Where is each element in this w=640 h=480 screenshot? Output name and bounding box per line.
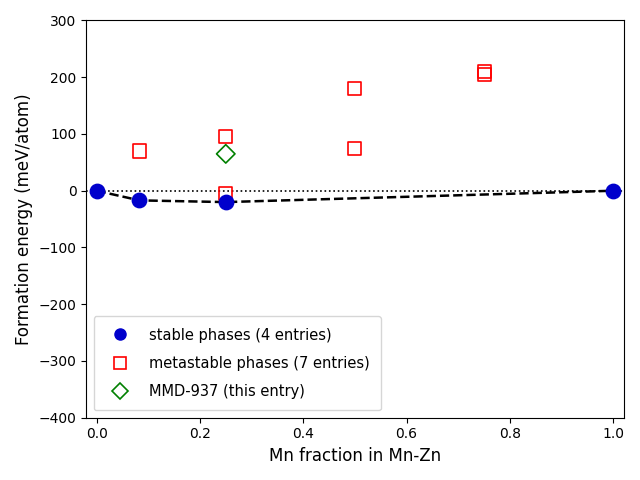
Point [479, 68, 489, 75]
X-axis label: Mn fraction in Mn-Zn: Mn fraction in Mn-Zn [269, 447, 441, 465]
Point [92, 187, 102, 194]
Point [350, 85, 360, 93]
Point [350, 144, 360, 152]
Point [221, 190, 231, 197]
Point [134, 147, 145, 155]
Point [221, 198, 231, 206]
Point [221, 133, 231, 141]
Point [479, 71, 489, 78]
Y-axis label: Formation energy (meV/atom): Formation energy (meV/atom) [15, 93, 33, 345]
Point [134, 196, 145, 204]
Legend: stable phases (4 entries), metastable phases (7 entries), MMD-937 (this entry): stable phases (4 entries), metastable ph… [93, 316, 381, 410]
Point [608, 187, 618, 194]
Point [221, 150, 231, 158]
